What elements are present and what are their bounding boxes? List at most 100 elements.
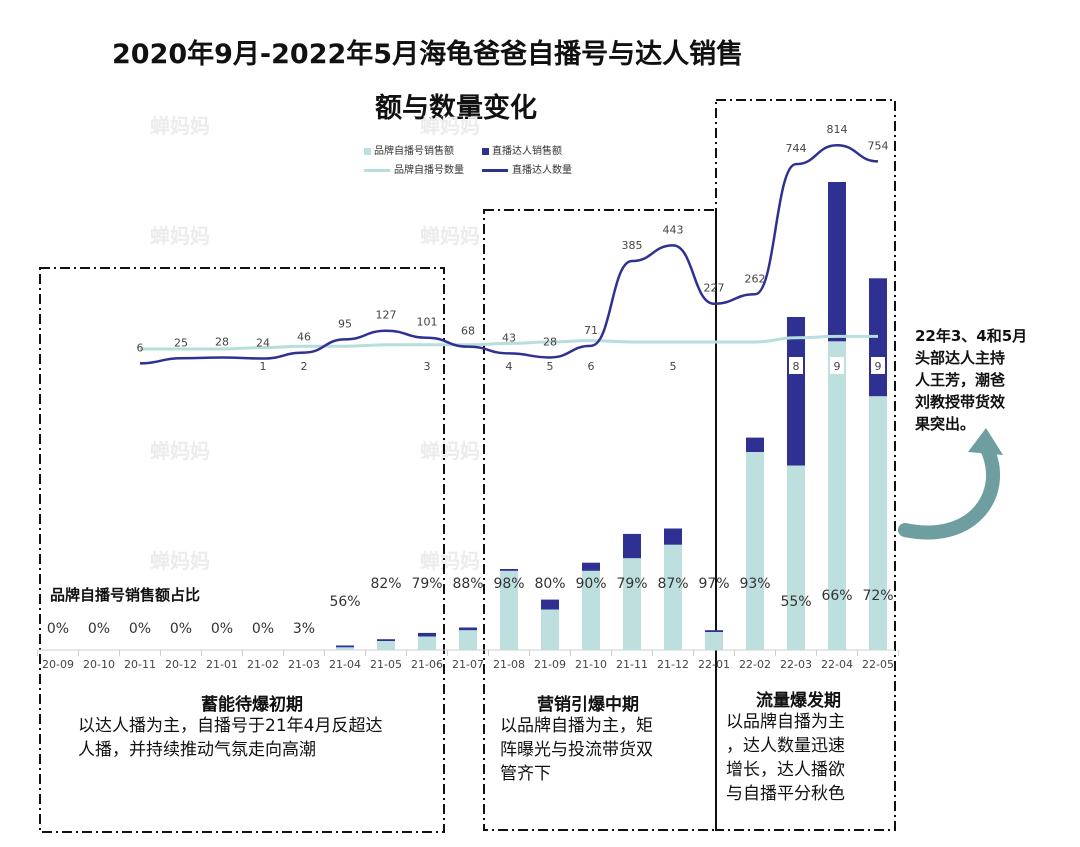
share-pct-label: 0% [211,621,233,637]
x-tick-label: 22-01 [698,658,730,671]
watermark: 蝉妈妈 [150,114,210,138]
bar-brand-sales [459,630,477,650]
annotation-line: 头部达人主持 [915,349,1006,367]
bar-kol-sales [459,627,477,631]
phase-1-desc-line: 人播，并持续推动气氛走向高潮 [78,740,316,760]
kol-count-label: 262 [745,272,766,285]
phase-1-desc-line: 以达人播为主，自播号于21年4月反超达 [78,716,383,736]
legend-kol-count-label: 直播达人数量 [512,165,572,176]
x-tick-label: 20-09 [42,658,74,671]
x-tick-label: 21-03 [288,658,320,671]
annotation: 22年3、4和5月 头部达人主持 人王芳，潮爸 刘教授带货效 果突出。 [915,325,1027,435]
legend-brand-count-label: 品牌自播号数量 [394,165,464,176]
share-pct-label: 72% [862,588,893,604]
bar-brand-sales [541,609,559,650]
x-tick-label: 21-07 [452,658,484,671]
bar-brand-sales [377,641,395,650]
bar-brand-sales [500,570,518,650]
share-pct-label: 0% [47,621,69,637]
annotation-line: 人王芳，潮爸 [915,371,1006,389]
kol-count-label: 95 [338,317,352,330]
kol-count-label: 46 [297,331,311,344]
legend-brand-count-swatch [364,168,390,172]
phase-1-desc: 以达人播为主，自播号于21年4月反超达 人播，并持续推动气氛走向高潮 [78,714,382,762]
phase-box [483,209,717,831]
x-tick-label: 20-12 [165,658,197,671]
kol-count-label: 443 [663,223,684,236]
bar-kol-sales [500,569,518,571]
x-tick-label: 21-02 [247,658,279,671]
share-pct-label: 3% [293,621,315,637]
bar-brand-sales [705,632,723,650]
line-kol-count [139,143,879,365]
share-pct-label: 98% [493,576,524,592]
legend-brand-sales-swatch [364,147,371,155]
x-tick-label: 20-10 [83,658,115,671]
phase-3-desc-line: 以品牌自播为主 [726,712,845,732]
phase-2-desc: 以品牌自播为主，矩 阵曝光与投流带货双 管齐下 [500,714,653,786]
legend-kol-count-swatch [482,168,508,172]
watermark: 蝉妈妈 [150,549,210,573]
phase-3-desc: 以品牌自播为主 ，达人数量迅速 增长，达人播欲 与自播平分秋色 [726,710,845,806]
annotation-line: 22年3、4和5月 [915,327,1028,345]
kol-count-label: 754 [868,139,889,152]
annotation-arrow [898,438,1001,540]
kol-count-label: 28 [543,335,557,348]
bar-kol-sales [623,533,641,559]
kol-count-label: 71 [584,324,598,337]
brand-count-label: 8 [793,360,800,373]
kol-count-label: 6 [137,341,144,354]
brand-count-label: 3 [424,360,431,373]
watermark: 蝉妈妈 [150,224,210,248]
bar-kol-sales [664,528,682,545]
share-pct-label: 79% [411,576,442,592]
share-pct-label: 90% [575,576,606,592]
phase-2-title: 营销引爆中期 [537,695,639,715]
watermark: 蝉妈妈 [420,114,480,138]
share-pct-label: 80% [534,576,565,592]
legend-brand-sales: 品牌自播号销售额 [364,142,454,157]
x-tick-label: 21-11 [616,658,648,671]
watermark: 蝉妈妈 [150,439,210,463]
x-tick-label: 21-08 [493,658,525,671]
brand-count-label-bg [789,357,803,374]
kol-count-label: 814 [827,123,848,136]
brand-count-label: 1 [260,360,267,373]
share-pct-label: 56% [329,594,360,610]
x-tick-label: 22-03 [780,658,812,671]
brand-count-label: 6 [588,360,595,373]
x-tick-label: 21-05 [370,658,402,671]
share-pct-label: 0% [88,621,110,637]
kol-count-label: 227 [704,282,725,295]
phase-2-desc-line: 管齐下 [500,764,551,784]
x-tick-label: 21-10 [575,658,607,671]
share-pct-label: 79% [616,576,647,592]
kol-count-label: 28 [215,335,229,348]
x-tick-label: 21-06 [411,658,443,671]
bar-brand-sales [336,647,354,650]
share-pct-label: 93% [739,576,770,592]
legend-kol-count: 直播达人数量 [482,161,572,176]
chart-title-line2: 额与数量变化 [375,93,537,124]
share-pct-label: 82% [370,576,401,592]
bar-kol-sales [746,437,764,452]
bar-brand-sales [664,544,682,650]
brand-count-label: 2 [301,360,308,373]
bar-brand-sales [787,465,805,650]
bar-brand-sales [418,636,436,650]
share-pct-label: 0% [252,621,274,637]
x-tick-label: 21-09 [534,658,566,671]
bar-brand-sales [869,396,887,650]
x-tick-label: 20-11 [124,658,156,671]
kol-count-label: 68 [461,325,475,338]
bar-kol-sales [705,630,723,632]
x-tick-label: 21-12 [657,658,689,671]
share-pct-label: 0% [129,621,151,637]
watermark: 蝉妈妈 [420,549,480,573]
annotation-line: 刘教授带货效 [915,393,1006,411]
phase-3-desc-line: 增长，达人播欲 [726,760,845,780]
phase-box [715,99,896,831]
watermark: 蝉妈妈 [420,439,480,463]
phase-2-desc-line: 阵曝光与投流带货双 [500,740,653,760]
